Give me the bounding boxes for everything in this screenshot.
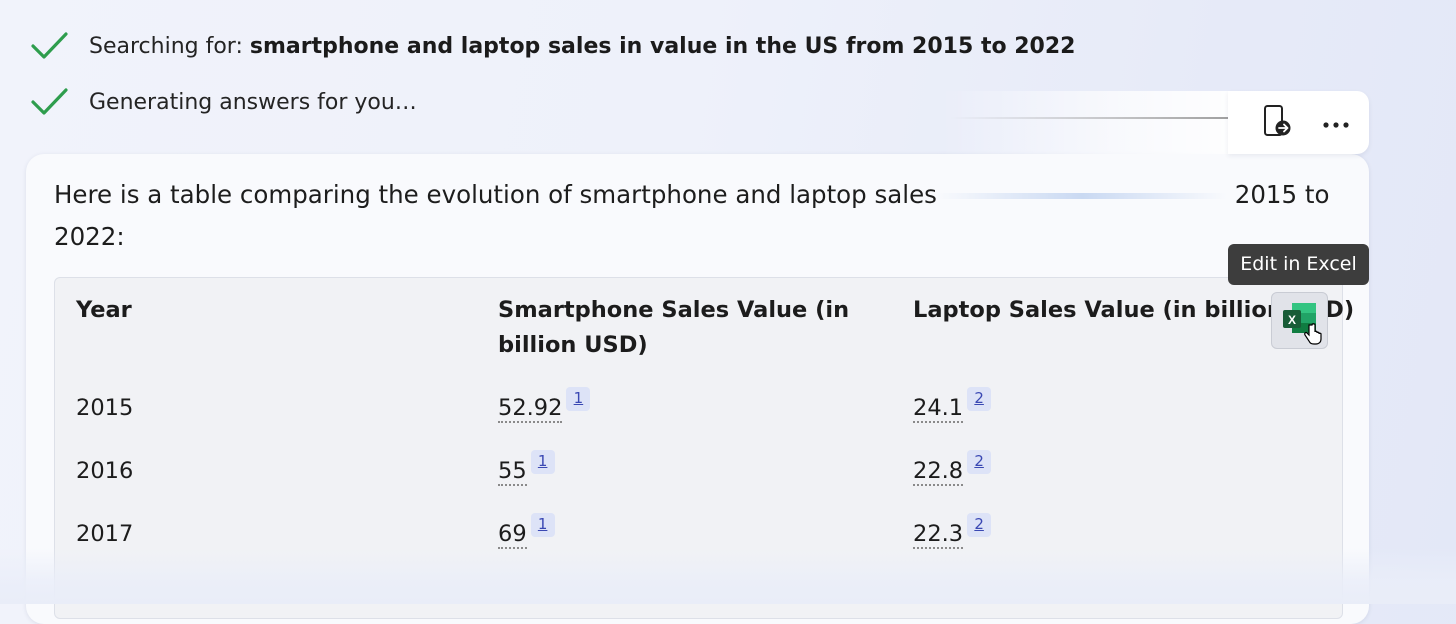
cell-year: 2016 (76, 458, 134, 484)
more-horizontal-icon (1322, 114, 1350, 133)
more-options-button[interactable] (1314, 101, 1358, 145)
cell-smartphone: 52.92 1 (498, 387, 591, 423)
citation-link[interactable]: 2 (967, 387, 992, 411)
edit-in-excel-button[interactable]: X (1271, 292, 1328, 349)
loading-gap (936, 193, 1227, 199)
status-text: Generating answers for you… (89, 89, 417, 115)
export-button[interactable] (1254, 101, 1298, 145)
check-icon (30, 30, 70, 62)
cell-smartphone: 55 1 (498, 450, 555, 486)
header-year: Year (76, 297, 132, 323)
value-link[interactable]: 55 (498, 458, 527, 486)
toolbar-fade (940, 91, 1230, 154)
cell-year: 2017 (76, 521, 134, 547)
search-query: smartphone and laptop sales in value in … (249, 33, 1076, 59)
cell-laptop: 22.3 2 (913, 513, 992, 549)
citation-link[interactable]: 1 (530, 513, 555, 537)
status-text: Searching for: smartphone and laptop sal… (89, 33, 1076, 59)
cell-laptop: 24.1 2 (913, 387, 992, 423)
citation-link[interactable]: 1 (530, 450, 555, 474)
excel-badge: X (1287, 313, 1295, 327)
value-link[interactable]: 22.8 (913, 458, 964, 486)
tooltip-edit-in-excel: Edit in Excel (1228, 244, 1369, 285)
value-link[interactable]: 22.3 (913, 521, 964, 549)
value-link[interactable]: 69 (498, 521, 527, 549)
cell-laptop: 22.8 2 (913, 450, 992, 486)
value-link[interactable]: 24.1 (913, 395, 964, 423)
value-link[interactable]: 52.92 (498, 395, 563, 423)
message-toolbar (1228, 91, 1369, 154)
bottom-fade (0, 548, 1456, 604)
mobile-export-icon (1260, 104, 1292, 142)
citation-link[interactable]: 1 (566, 387, 591, 411)
citation-link[interactable]: 2 (967, 513, 992, 537)
answer-intro: Here is a table comparing the evolution … (54, 180, 1330, 251)
status-searching: Searching for: smartphone and laptop sal… (30, 30, 1075, 62)
header-smartphone: Smartphone Sales Value (in billion USD) (498, 297, 850, 358)
cell-year: 2015 (76, 395, 134, 421)
hand-cursor-icon (1304, 323, 1322, 349)
check-icon (30, 86, 70, 118)
header-laptop: Laptop Sales Value (in billion USD) (913, 297, 1355, 323)
citation-link[interactable]: 2 (967, 450, 992, 474)
cell-smartphone: 69 1 (498, 513, 555, 549)
status-generating: Generating answers for you… (30, 86, 417, 118)
